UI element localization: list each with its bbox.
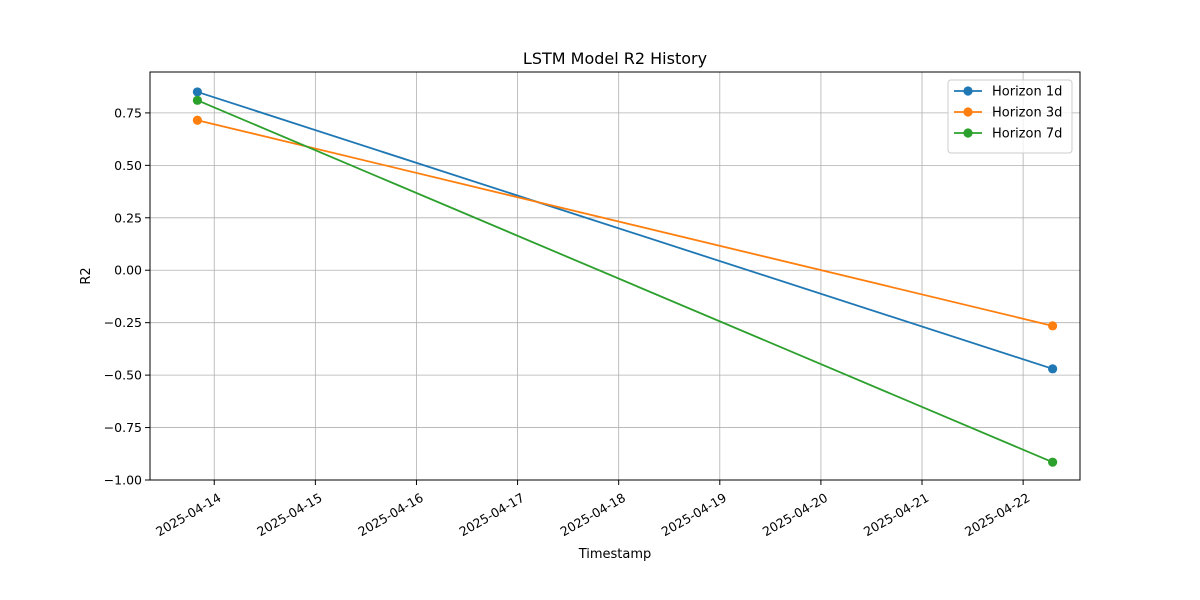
- legend-marker-horizon-7d: [963, 128, 973, 138]
- series-line-horizon-7d: [197, 99, 1053, 463]
- series-line-horizon-1d: [197, 91, 1053, 370]
- y-tick-label: −0.25: [104, 315, 142, 330]
- legend-marker-horizon-1d: [963, 86, 973, 96]
- x-axis-label: Timestamp: [578, 547, 652, 562]
- x-tick-label: 2025-04-18: [558, 490, 628, 539]
- y-tick-label: −0.75: [104, 420, 142, 435]
- x-tick-label: 2025-04-15: [254, 490, 324, 539]
- x-tick-label: 2025-04-19: [659, 490, 729, 539]
- data-point-horizon-3d: [1048, 321, 1058, 331]
- grid: [150, 72, 1080, 481]
- legend-label-horizon-7d: Horizon 7d: [992, 127, 1062, 142]
- legend-label-horizon-3d: Horizon 3d: [992, 106, 1062, 121]
- data-point-horizon-3d: [192, 115, 202, 125]
- y-tick-label: 0.00: [114, 263, 142, 278]
- x-tick-label: 2025-04-20: [760, 490, 830, 539]
- x-tick-label: 2025-04-17: [456, 490, 526, 539]
- data-point-horizon-7d: [1048, 457, 1058, 467]
- series-line-horizon-3d: [197, 119, 1053, 327]
- series-layer: [192, 87, 1058, 467]
- plot-frame: [149, 71, 1081, 481]
- y-tick-label: 0.75: [114, 105, 142, 120]
- x-tick-label: 2025-04-16: [355, 490, 425, 539]
- x-axis-ticks: 2025-04-14 2025-04-15 2025-04-16 2025-04-17…: [153, 480, 1032, 539]
- y-axis-ticks: −1.00 −0.75 −0.50 −0.25 0.00 0.25 0.50 0.75: [104, 105, 150, 488]
- chart-title: LSTM Model R2 History: [523, 49, 707, 68]
- data-point-horizon-1d: [192, 87, 202, 97]
- legend-label-horizon-1d: Horizon 1d: [992, 85, 1062, 100]
- legend: Horizon 1d Horizon 3d Horizon 7d: [947, 79, 1073, 154]
- x-tick-label: 2025-04-14: [153, 490, 223, 539]
- legend-box: [947, 79, 1073, 154]
- x-tick-label: 2025-04-22: [962, 490, 1032, 539]
- data-point-horizon-1d: [1048, 364, 1058, 374]
- y-tick-label: 0.25: [114, 210, 142, 225]
- data-point-horizon-7d: [192, 95, 202, 105]
- legend-marker-horizon-3d: [963, 107, 973, 117]
- x-tick-label: 2025-04-21: [861, 490, 931, 539]
- y-tick-label: −0.50: [104, 368, 142, 383]
- y-tick-label: 0.50: [114, 158, 142, 173]
- y-tick-label: −1.00: [104, 473, 142, 488]
- y-axis-label: R2: [79, 267, 94, 284]
